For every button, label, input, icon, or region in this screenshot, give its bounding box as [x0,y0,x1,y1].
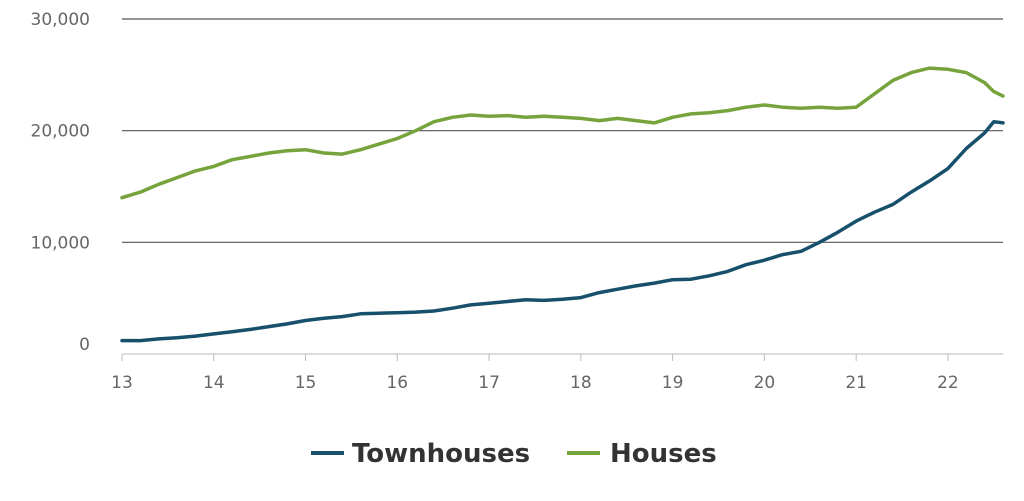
x-tick-label: 17 [478,373,500,393]
y-tick-label: 10,000 [31,233,90,253]
axes [121,353,1003,361]
x-tick-label: 19 [662,373,684,393]
x-tick-label: 16 [386,373,408,393]
y-tick-label: 20,000 [31,122,90,142]
x-tick-label: 22 [937,373,959,393]
y-tick-label: 30,000 [31,10,90,30]
y-tick-labels: 0 10,000 20,000 30,000 [31,10,90,355]
series-lines [120,66,1005,343]
x-tick-label: 13 [111,373,133,393]
series-line-houses [120,66,1005,200]
x-tick-label: 14 [203,373,225,393]
x-tick-label: 15 [295,373,317,393]
x-tick-label: 21 [845,373,867,393]
x-tick-label: 20 [754,373,776,393]
legend-label-townhouses: Townhouses [352,439,530,469]
series-line-townhouses [120,119,1005,343]
x-tick-label: 18 [570,373,592,393]
grid-lines [122,18,1003,243]
legend: Townhouses Houses [311,439,717,469]
y-tick-label: 0 [79,335,90,355]
x-tick-labels: 13 14 15 16 17 18 19 20 21 22 [111,373,959,393]
legend-label-houses: Houses [610,439,717,469]
